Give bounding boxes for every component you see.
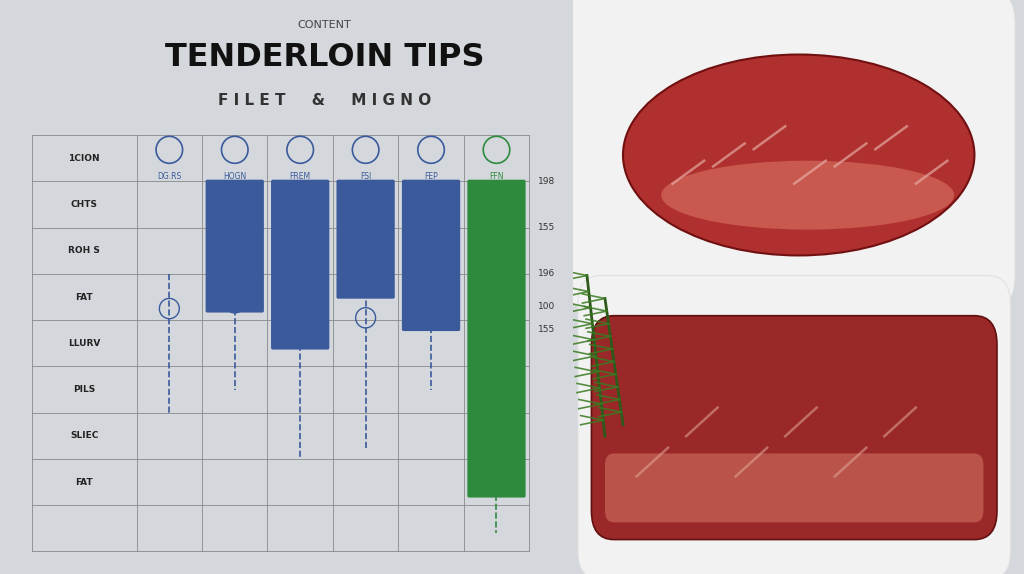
Text: FREM: FREM [290,172,310,181]
Text: DG.RS: DG.RS [158,172,181,181]
Text: F I L E T     &     M I G N O: F I L E T & M I G N O [218,93,431,108]
Text: HOGN: HOGN [223,172,247,181]
Text: 100: 100 [538,302,555,311]
Text: FSI
STI: FSI STI [359,172,372,192]
Ellipse shape [662,161,954,230]
FancyBboxPatch shape [337,180,395,298]
Text: SLIEC: SLIEC [70,431,98,440]
Text: TENDERLOIN TIPS: TENDERLOIN TIPS [165,42,484,73]
Text: FAT: FAT [75,478,93,487]
FancyBboxPatch shape [564,0,1015,310]
Text: FEP: FEP [424,172,438,181]
Text: 196: 196 [538,269,555,278]
Text: FAT: FAT [75,293,93,301]
Ellipse shape [623,55,975,255]
Text: LLURV: LLURV [68,339,100,348]
FancyBboxPatch shape [401,180,460,331]
Text: 155: 155 [538,325,555,334]
Text: PILS: PILS [73,385,95,394]
FancyBboxPatch shape [467,180,525,498]
Text: FFN: FFN [489,172,504,181]
Text: KEP: KEP [509,344,521,350]
Text: CHTS: CHTS [71,200,97,209]
Text: 198: 198 [538,177,555,186]
Text: ROH S: ROH S [69,246,100,255]
Text: CONTENT: CONTENT [298,20,351,30]
FancyBboxPatch shape [592,316,997,540]
FancyBboxPatch shape [271,180,330,350]
FancyBboxPatch shape [578,276,1011,574]
FancyBboxPatch shape [605,453,983,522]
FancyBboxPatch shape [206,180,264,313]
Text: 155: 155 [538,223,555,232]
Text: 1CION: 1CION [69,154,100,163]
Text: FEN: FEN [312,325,326,332]
